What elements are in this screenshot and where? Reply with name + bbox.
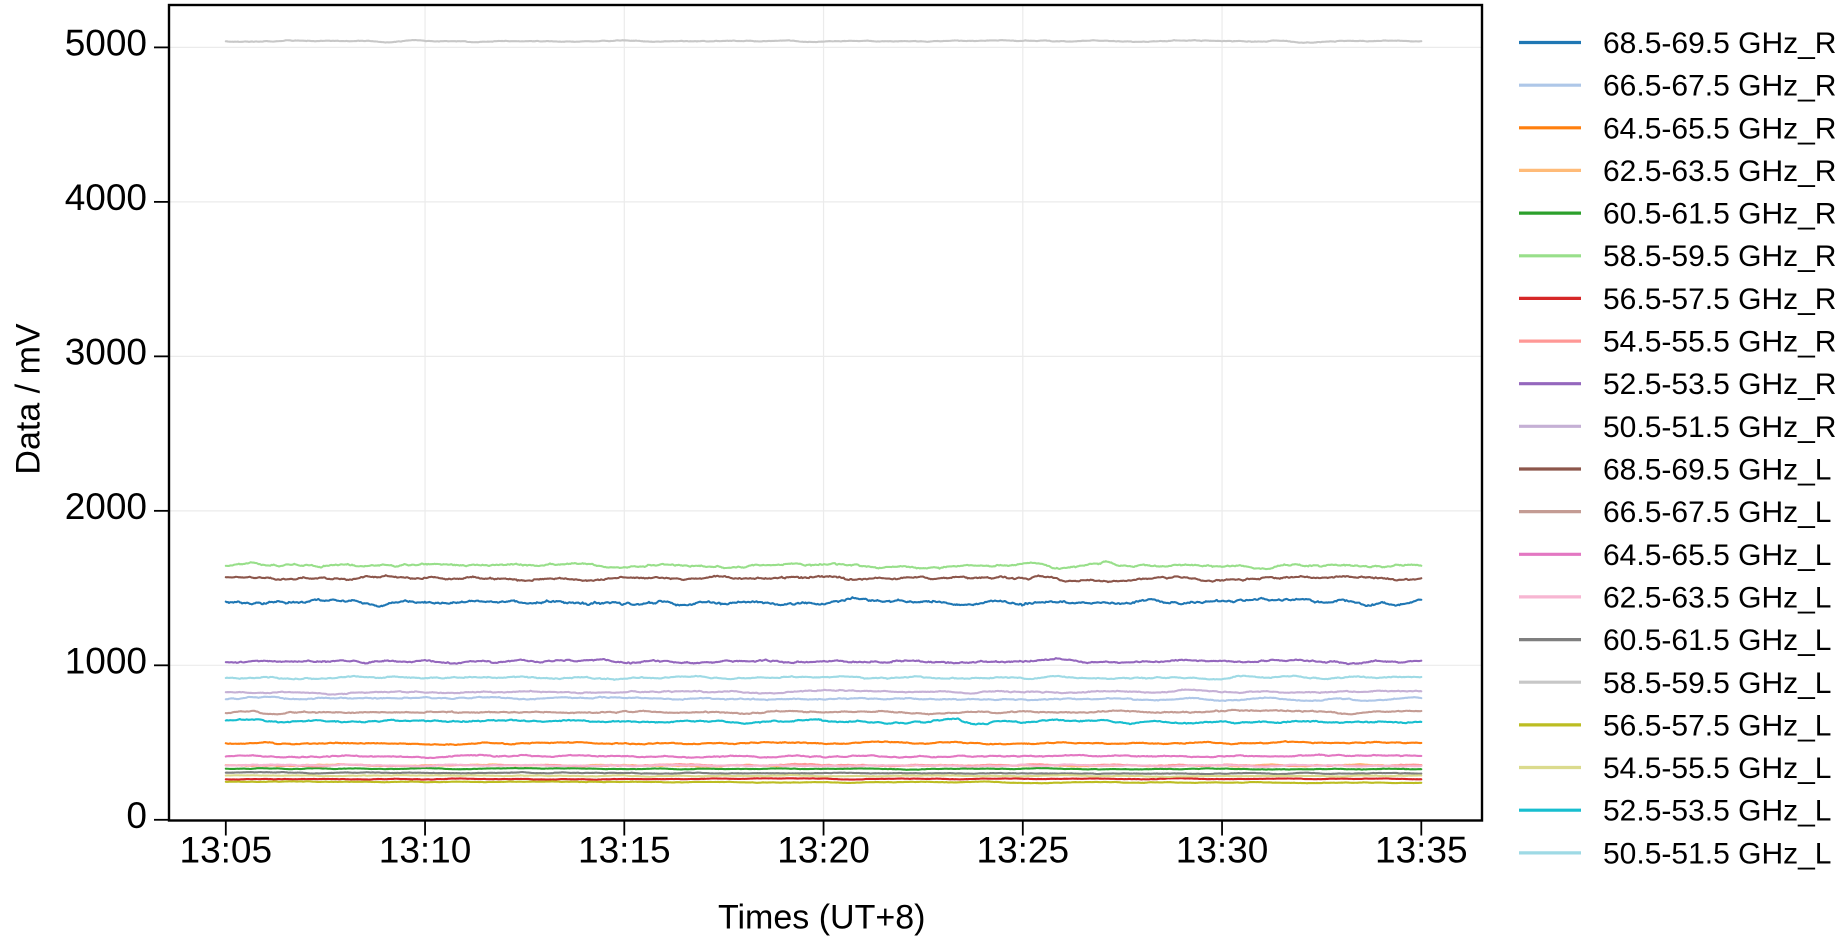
svg-text:68.5-69.5 GHz_R: 68.5-69.5 GHz_R bbox=[1603, 27, 1836, 60]
svg-text:64.5-65.5 GHz_R: 64.5-65.5 GHz_R bbox=[1603, 112, 1836, 145]
svg-text:52.5-53.5 GHz_R: 52.5-53.5 GHz_R bbox=[1603, 368, 1836, 401]
svg-text:56.5-57.5 GHz_R: 56.5-57.5 GHz_R bbox=[1603, 283, 1836, 316]
svg-text:62.5-63.5 GHz_R: 62.5-63.5 GHz_R bbox=[1603, 155, 1836, 188]
svg-text:0: 0 bbox=[126, 795, 147, 836]
svg-text:54.5-55.5 GHz_R: 54.5-55.5 GHz_R bbox=[1603, 326, 1836, 359]
svg-text:5000: 5000 bbox=[65, 22, 147, 63]
svg-text:66.5-67.5 GHz_L: 66.5-67.5 GHz_L bbox=[1603, 496, 1831, 529]
svg-text:13:15: 13:15 bbox=[578, 830, 671, 871]
svg-text:Data / mV: Data / mV bbox=[10, 323, 48, 474]
svg-text:4000: 4000 bbox=[65, 177, 147, 218]
svg-text:2000: 2000 bbox=[65, 486, 147, 527]
svg-text:58.5-59.5 GHz_L: 58.5-59.5 GHz_L bbox=[1603, 667, 1831, 700]
svg-text:60.5-61.5 GHz_L: 60.5-61.5 GHz_L bbox=[1603, 624, 1831, 657]
svg-text:58.5-59.5 GHz_R: 58.5-59.5 GHz_R bbox=[1603, 240, 1836, 273]
svg-text:52.5-53.5 GHz_L: 52.5-53.5 GHz_L bbox=[1603, 795, 1831, 828]
svg-text:68.5-69.5 GHz_L: 68.5-69.5 GHz_L bbox=[1603, 454, 1831, 487]
svg-text:13:35: 13:35 bbox=[1375, 830, 1468, 871]
svg-text:50.5-51.5 GHz_L: 50.5-51.5 GHz_L bbox=[1603, 837, 1831, 870]
svg-text:50.5-51.5 GHz_R: 50.5-51.5 GHz_R bbox=[1603, 411, 1836, 444]
svg-text:54.5-55.5 GHz_L: 54.5-55.5 GHz_L bbox=[1603, 752, 1831, 785]
svg-text:3000: 3000 bbox=[65, 331, 147, 372]
svg-text:13:25: 13:25 bbox=[977, 830, 1070, 871]
svg-text:60.5-61.5 GHz_R: 60.5-61.5 GHz_R bbox=[1603, 198, 1836, 231]
svg-text:56.5-57.5 GHz_L: 56.5-57.5 GHz_L bbox=[1603, 709, 1831, 742]
svg-text:62.5-63.5 GHz_L: 62.5-63.5 GHz_L bbox=[1603, 581, 1831, 614]
svg-text:1000: 1000 bbox=[65, 640, 147, 681]
svg-text:Times (UT+8): Times (UT+8) bbox=[718, 899, 925, 937]
svg-text:13:20: 13:20 bbox=[777, 830, 870, 871]
svg-text:66.5-67.5 GHz_R: 66.5-67.5 GHz_R bbox=[1603, 70, 1836, 103]
svg-text:64.5-65.5 GHz_L: 64.5-65.5 GHz_L bbox=[1603, 539, 1831, 572]
svg-text:13:10: 13:10 bbox=[379, 830, 472, 871]
svg-text:13:05: 13:05 bbox=[180, 830, 273, 871]
svg-text:13:30: 13:30 bbox=[1176, 830, 1269, 871]
